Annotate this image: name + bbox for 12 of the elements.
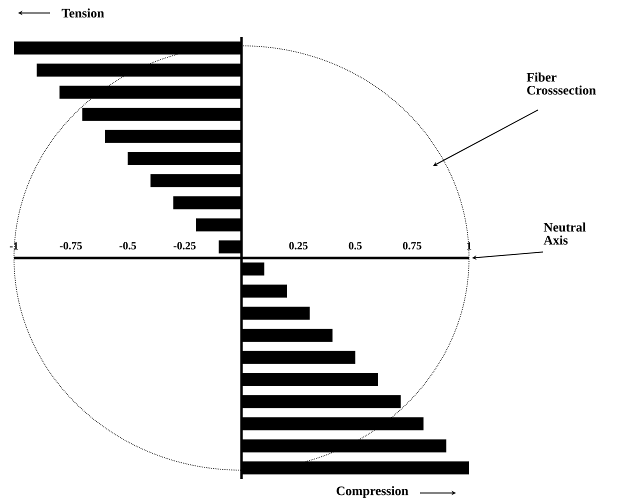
x-tick-label: -1 (10, 242, 18, 250)
text: Compression (336, 486, 408, 498)
x-tick-label: 1 (467, 242, 472, 250)
x-tick-label: 0.5 (348, 242, 362, 250)
x-tick-label: -0.75 (60, 242, 82, 250)
x-tick-label: 0.25 (289, 242, 308, 250)
text: Fiber Crosssection (526, 72, 596, 95)
x-tick-label: -0.25 (174, 242, 196, 250)
x-tick-label: 0.75 (402, 242, 422, 250)
text: Tension (62, 8, 104, 18)
x-tick-label: -0.5 (119, 242, 136, 250)
text: Neutral Axis (544, 222, 586, 245)
